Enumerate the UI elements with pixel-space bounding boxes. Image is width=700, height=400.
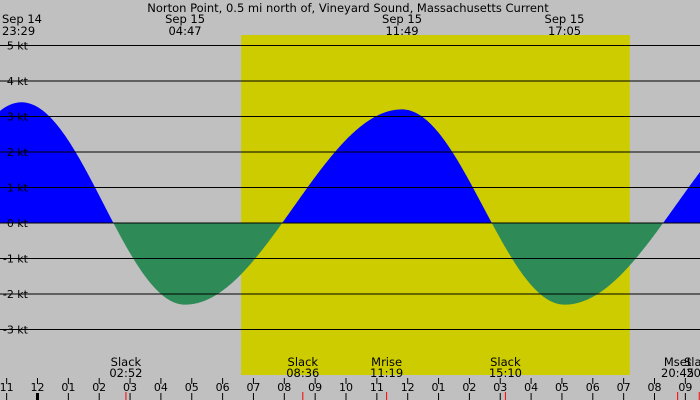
x-tick-label: 04 [154,381,168,394]
x-tick-label: 09 [308,381,322,394]
event-time: 02:52 [109,366,142,380]
y-tick-label: 4 kt [7,75,29,88]
top-date-label: Sep 15 [382,12,422,26]
x-tick-label: 05 [185,381,199,394]
bottom-event-labels: Slack02:52Slack08:36Mrise11:19Slack15:10… [109,355,700,400]
x-tick-label: 06 [586,381,600,394]
event-label: Slack [684,355,700,369]
x-tick-label: 02 [462,381,476,394]
event-label: Mrise [371,355,402,369]
ebb-area [0,223,700,305]
x-tick-label: 09 [678,381,692,394]
x-tick-label: 02 [92,381,106,394]
x-tick-label: 07 [617,381,631,394]
top-time-label: 11:49 [385,24,418,38]
top-time-label: 23:29 [2,24,35,38]
x-tick-label: 07 [246,381,260,394]
x-tick-label: 04 [524,381,538,394]
x-tick-label: 01 [432,381,446,394]
y-tick-label: 1 kt [7,182,29,195]
x-tick-label: 11 [370,381,384,394]
x-tick-label: 05 [555,381,569,394]
y-tick-label: 0 kt [7,217,29,230]
event-time: 20:5 [686,366,700,380]
y-tick-label: 3 kt [7,111,29,124]
top-date-label: Sep 15 [545,12,585,26]
grid-lines [0,45,700,330]
y-tick-label: -2 kt [3,288,29,301]
x-axis: 11 12 01 02 03 04 05 06 07 08 09 10 11 12 01 02 03 04 05 06… [0,378,692,400]
x-tick-label: 12 [401,381,415,394]
y-axis-labels: 5 kt 4 kt 3 kt 2 kt 1 kt 0 kt -1 kt -2 kt -3 kt [3,40,29,337]
x-tick-label: 08 [648,381,662,394]
event-time: 20:45 [661,366,694,380]
flood-area [0,102,700,223]
top-time-label: 04:47 [168,24,201,38]
current-areas [0,102,700,305]
y-tick-label: 5 kt [7,40,29,53]
x-tick-label: 11 [0,381,14,394]
x-tick-label: 12 [31,381,45,394]
top-date-label: Sep 15 [165,12,205,26]
event-time: 11:19 [370,366,403,380]
y-tick-label: -1 kt [3,253,29,266]
event-time: 08:36 [286,366,319,380]
x-tick-label: 01 [61,381,75,394]
x-tick-label: 10 [339,381,353,394]
x-tick-label: 03 [493,381,507,394]
x-tick-label: 08 [277,381,291,394]
top-date-label: Sep 14 [2,12,42,26]
event-label: Mset [664,355,692,369]
x-tick-label: 06 [216,381,230,394]
event-label: Slack [490,355,521,369]
event-label: Slack [111,355,142,369]
event-time: 15:10 [489,366,522,380]
event-label: Slack [288,355,319,369]
y-tick-label: -3 kt [3,324,29,337]
x-tick-label: 03 [123,381,137,394]
chart-title: Norton Point, 0.5 mi north of, Vineyard … [147,1,549,15]
y-tick-label: 2 kt [7,146,29,159]
top-time-label: 17:05 [548,24,581,38]
